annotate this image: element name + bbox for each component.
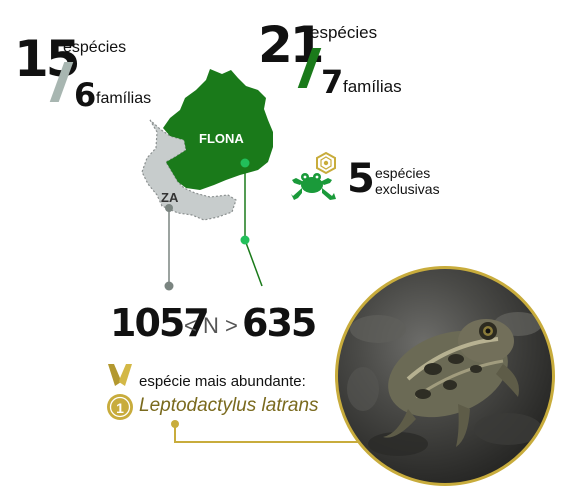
flona-species-label: espécies [310,23,378,42]
za-map-label: ZA [161,190,179,205]
medal-icon [107,364,133,420]
flona-families-label: famílias [343,77,402,96]
exclusive-label-line2: exclusivas [375,181,440,197]
za-families-count: 6 [74,76,96,114]
za-species-count: 15 [14,30,81,88]
exclusive-badge-icon [291,152,336,200]
gold-connector-dot [171,420,179,428]
flona-abundance: 635 [242,301,317,345]
frog-icon [291,173,336,200]
exclusive-label: espécies exclusivas [375,165,440,197]
exclusive-label-line1: espécies [375,165,431,181]
abundance-comparator: < N > [184,313,238,338]
za-connector-dot [165,204,173,212]
most-abundant-species: Leptodactylus latrans [139,395,319,416]
za-abundance: 1057 [110,301,210,345]
za-region [141,119,237,221]
most-abundant-label: espécie mais abundante: [139,373,306,390]
frog-photo-illustration [347,312,542,456]
species-photo [335,266,555,486]
flona-connector-dot [240,158,250,168]
flona-map-label: FLONA [199,131,244,146]
flona-families-count: 7 [321,63,343,101]
flona-region [163,69,273,190]
za-families-label: famílias [96,90,152,107]
medal-rank: 1 [116,400,124,416]
flona-connector-mid [240,235,250,245]
exclusive-count: 5 [347,156,375,202]
za-connector-end [164,281,174,291]
za-species-label: espécies [63,39,127,56]
